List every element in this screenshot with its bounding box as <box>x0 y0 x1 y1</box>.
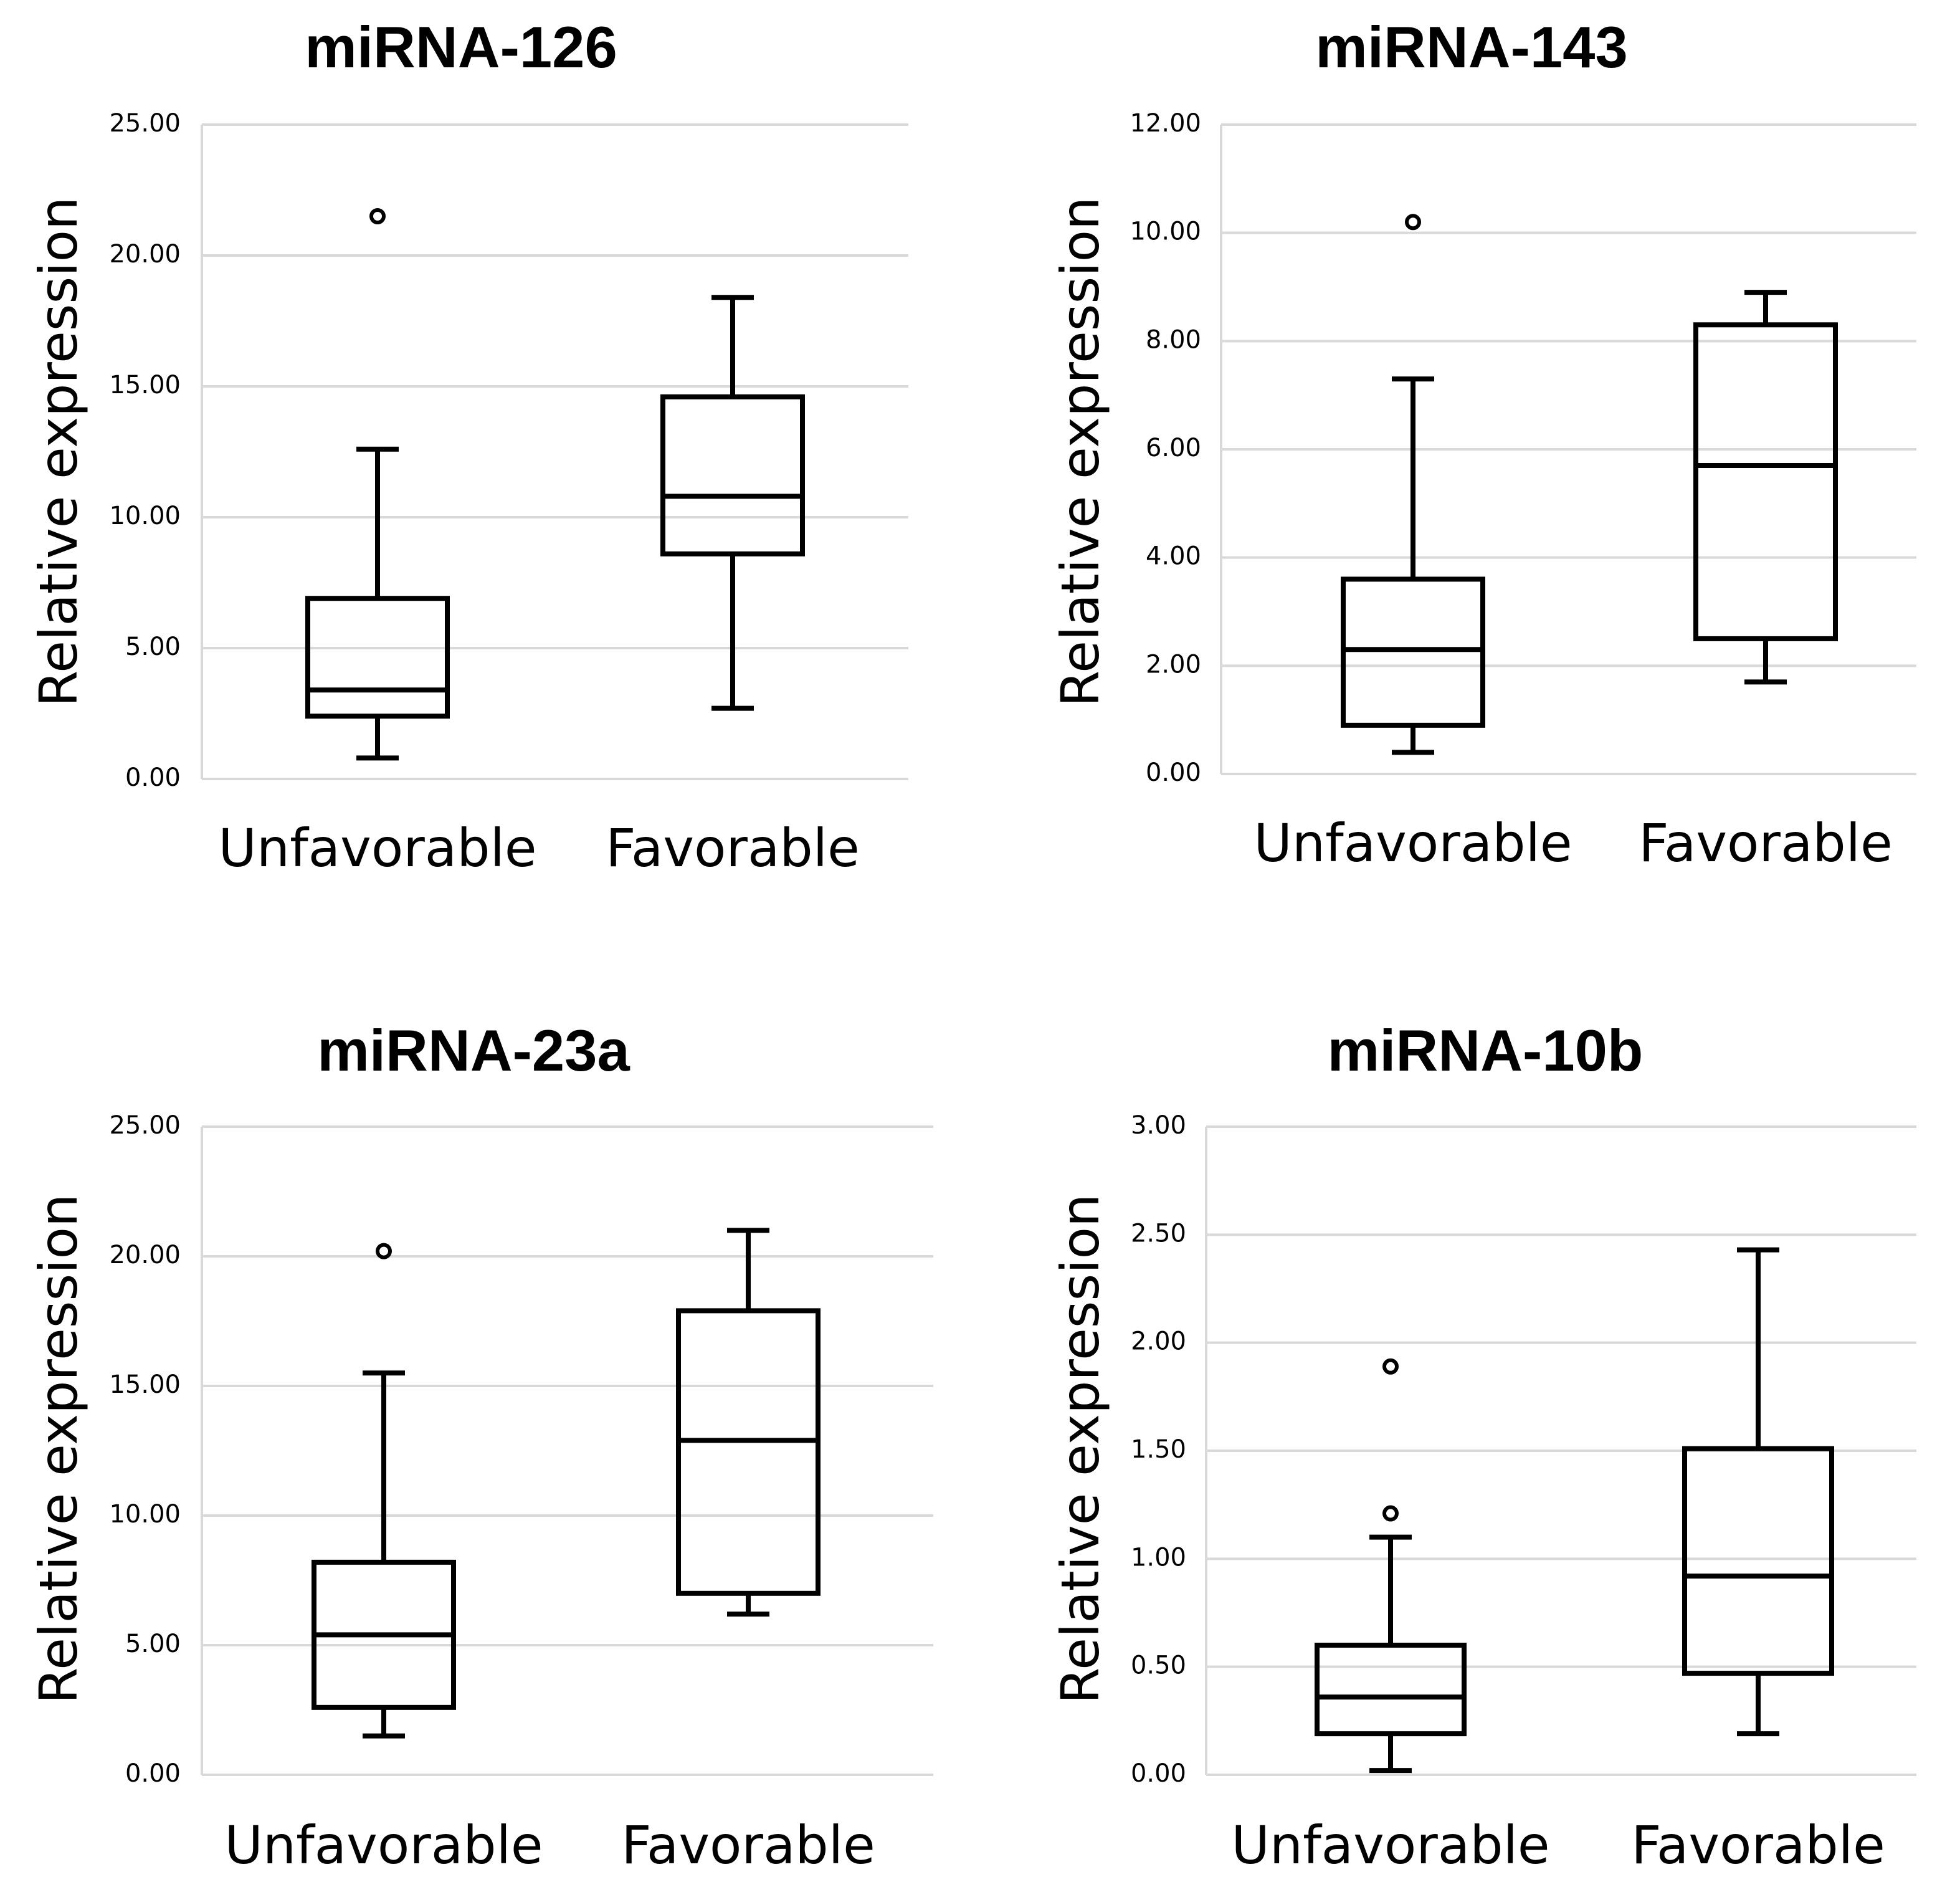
chart-title: miRNA-126 <box>305 14 617 80</box>
outlier-point <box>1382 1358 1399 1375</box>
y-tick-label: 15.00 <box>109 1370 181 1399</box>
chart-panel-1: miRNA-126 Relative expression 0.00 5.00 10.0… <box>28 14 908 879</box>
y-tick-label: 1.00 <box>1131 1543 1186 1572</box>
y-tick-label: 2.00 <box>1146 650 1201 679</box>
y-tick-label: 0.00 <box>125 1759 181 1788</box>
x-tick-label: Unfavorable <box>218 818 536 879</box>
chart-panel-3: miRNA-23a Relative expression 0.00 5.00 10.0… <box>28 1018 933 1876</box>
y-tick-label: 2.50 <box>1131 1219 1186 1248</box>
outlier-point <box>1405 214 1421 231</box>
chart-title: miRNA-10b <box>1328 1018 1644 1083</box>
y-tick-label: 6.00 <box>1146 434 1201 462</box>
y-tick-label: 25.00 <box>109 109 181 138</box>
y-tick-label: 1.50 <box>1131 1435 1186 1464</box>
box-favorable <box>1682 1247 1834 1737</box>
chart-panel-4: miRNA-10b Relative expression 0.00 0.50 1.00… <box>1050 1018 1916 1876</box>
y-tick-label: 0.50 <box>1131 1651 1186 1680</box>
y-tick-label: 0.00 <box>125 763 181 792</box>
y-tick-label: 8.00 <box>1146 325 1201 354</box>
y-tick-label: 20.00 <box>109 240 181 269</box>
iqr-box <box>676 1308 821 1596</box>
y-axis-label: Relative expression <box>1050 197 1111 707</box>
y-tick-label: 10.00 <box>109 1500 181 1529</box>
outlier-point <box>1382 1505 1399 1522</box>
x-tick-label: Favorable <box>1639 813 1893 874</box>
y-tick-label: 10.00 <box>109 502 181 530</box>
y-tick-label: 15.00 <box>109 371 181 399</box>
y-tick-label: 5.00 <box>125 1630 181 1658</box>
y-tick-label: 12.00 <box>1130 109 1201 138</box>
y-tick-label: 0.00 <box>1131 1759 1186 1788</box>
chart-panel-2: miRNA-143 Relative expression 0.00 2.00 4.00… <box>1050 14 1916 874</box>
outlier-point <box>369 208 386 224</box>
y-tick-label: 0.00 <box>1146 758 1201 787</box>
y-tick-label: 20.00 <box>109 1241 181 1269</box>
chart-title: miRNA-23a <box>317 1018 630 1083</box>
box-favorable <box>1693 290 1838 685</box>
outlier-point <box>376 1243 392 1259</box>
y-tick-label: 3.00 <box>1131 1111 1186 1140</box>
y-tick-label: 4.00 <box>1146 542 1201 571</box>
y-axis-label: Relative expression <box>28 1194 89 1704</box>
x-tick-label: Unfavorable <box>224 1815 543 1876</box>
box-favorable <box>676 1228 821 1617</box>
x-tick-label: Unfavorable <box>1254 813 1572 874</box>
box-favorable <box>660 295 805 711</box>
iqr-box <box>1693 322 1838 641</box>
x-tick-label: Favorable <box>1631 1815 1885 1876</box>
iqr-box <box>1682 1446 1834 1676</box>
x-tick-label: Favorable <box>621 1815 875 1876</box>
box-unfavorable <box>1341 214 1485 755</box>
y-tick-label: 2.00 <box>1131 1327 1186 1356</box>
iqr-box <box>660 394 805 556</box>
y-tick-label: 5.00 <box>125 633 181 661</box>
chart-title: miRNA-143 <box>1315 14 1628 80</box>
x-tick-label: Favorable <box>606 818 860 879</box>
y-tick-label: 25.00 <box>109 1111 181 1140</box>
iqr-box <box>305 596 450 719</box>
box-unfavorable <box>305 208 450 761</box>
iqr-box <box>1315 1643 1467 1737</box>
iqr-box <box>1341 576 1485 728</box>
y-axis-label: Relative expression <box>28 197 89 707</box>
y-tick-label: 10.00 <box>1130 217 1201 246</box>
x-tick-label: Unfavorable <box>1231 1815 1549 1876</box>
y-axis-label: Relative expression <box>1050 1194 1111 1704</box>
box-unfavorable <box>1315 1358 1467 1774</box>
box-unfavorable <box>312 1243 456 1739</box>
